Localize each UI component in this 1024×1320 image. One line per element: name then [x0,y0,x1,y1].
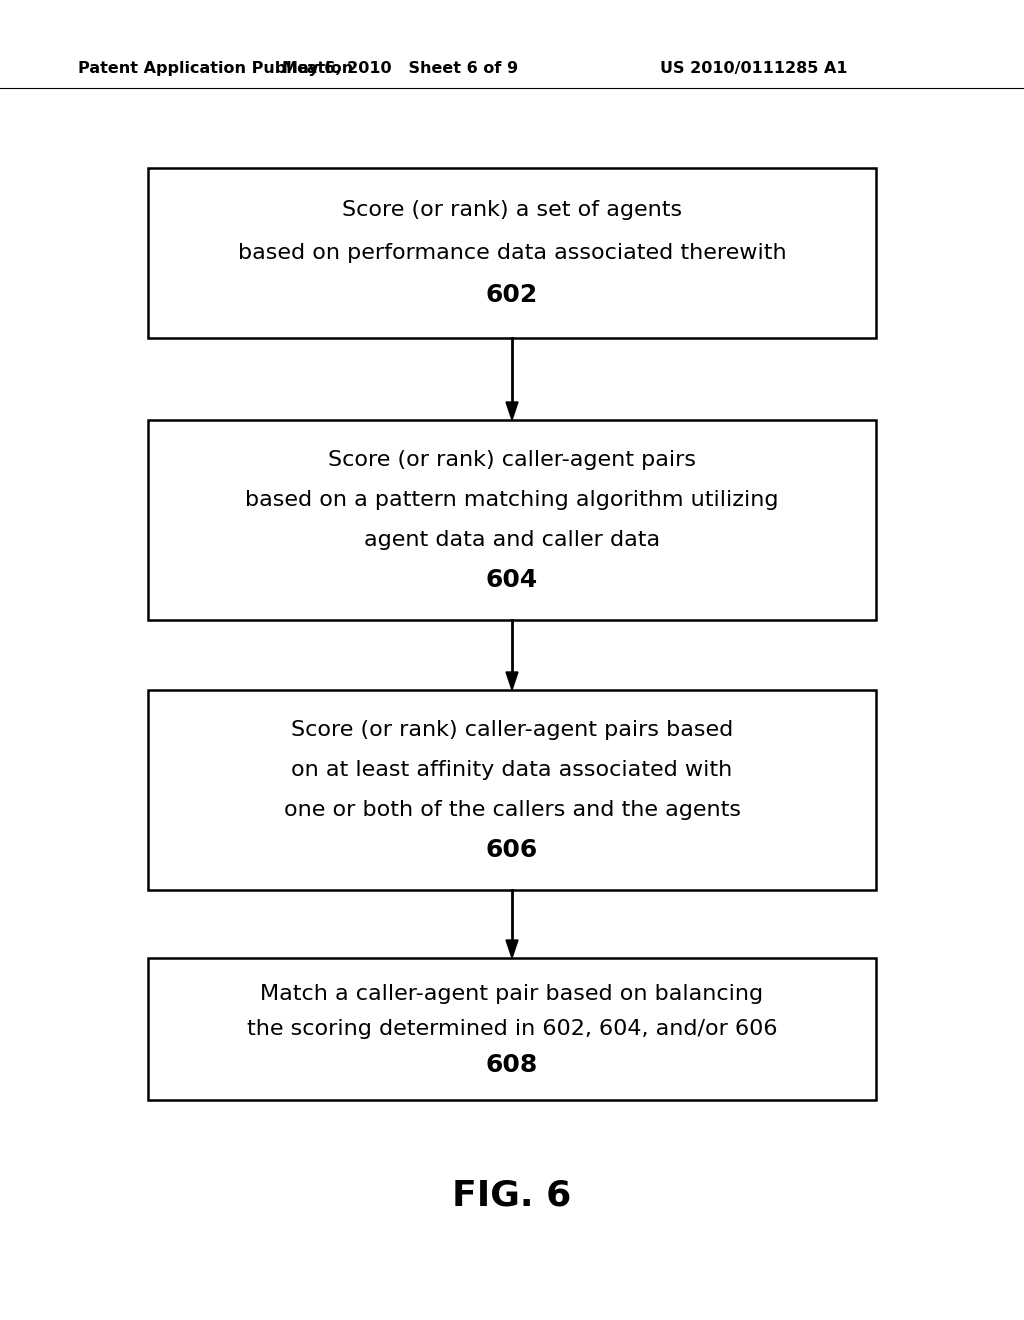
Polygon shape [506,672,518,690]
Bar [148,420,876,620]
Text: 608: 608 [485,1052,539,1077]
Bar [148,690,876,890]
Text: based on a pattern matching algorithm utilizing: based on a pattern matching algorithm ut… [246,490,778,510]
Polygon shape [506,403,518,420]
Bar [148,958,876,1100]
Text: Score (or rank) caller-agent pairs: Score (or rank) caller-agent pairs [328,450,696,470]
Bar [148,168,876,338]
Text: the scoring determined in 602, 604, and/or 606: the scoring determined in 602, 604, and/… [247,1019,777,1039]
Text: US 2010/0111285 A1: US 2010/0111285 A1 [660,61,848,75]
Text: one or both of the callers and the agents: one or both of the callers and the agent… [284,800,740,820]
Text: Score (or rank) a set of agents: Score (or rank) a set of agents [342,201,682,220]
Text: May 6, 2010   Sheet 6 of 9: May 6, 2010 Sheet 6 of 9 [282,61,518,75]
Text: 602: 602 [485,284,539,308]
Text: on at least affinity data associated with: on at least affinity data associated wit… [292,760,732,780]
Text: Match a caller-agent pair based on balancing: Match a caller-agent pair based on balan… [260,983,764,1003]
Text: FIG. 6: FIG. 6 [453,1177,571,1212]
Text: agent data and caller data: agent data and caller data [364,531,660,550]
Text: Score (or rank) caller-agent pairs based: Score (or rank) caller-agent pairs based [291,719,733,741]
Polygon shape [506,940,518,958]
Text: 606: 606 [485,838,539,862]
Text: based on performance data associated therewith: based on performance data associated the… [238,243,786,263]
Text: 604: 604 [485,568,539,591]
Text: Patent Application Publication: Patent Application Publication [78,61,353,75]
